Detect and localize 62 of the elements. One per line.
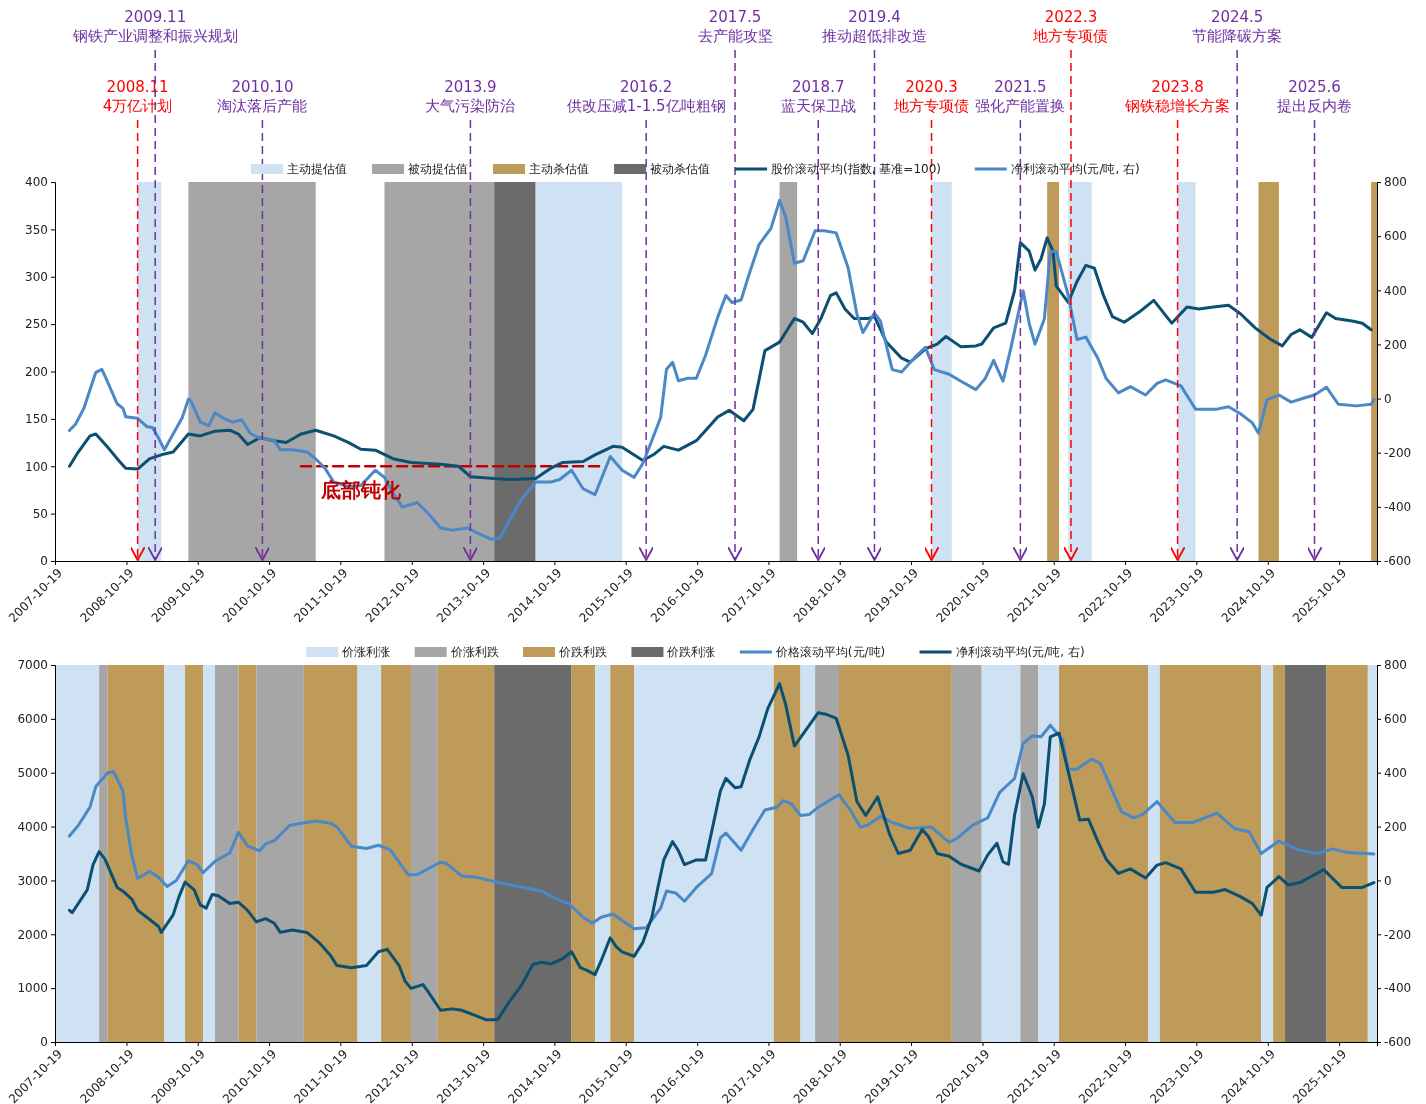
y-tick-label: 7000 — [17, 658, 48, 673]
legend-label: 净利滚动平均(元/吨, 右) — [1010, 161, 1140, 176]
ref-line-label: 2008.11 4万亿计划 — [102, 78, 173, 115]
ref-line-label: 2017.5 去产能攻坚 — [697, 8, 773, 45]
legend-label: 价涨利涨 — [341, 644, 391, 659]
ref-line-label: 2016.2 供改压减1-1.5亿吨粗钢 — [566, 78, 726, 115]
line-series — [67, 723, 1376, 931]
ref-line-label: 2020.3 地方专项债 — [893, 78, 970, 115]
ref-line-label: 2021.5 强化产能置换 — [975, 78, 1066, 115]
y2-tick-label: 600 — [1384, 229, 1407, 244]
y2-tick-label: -400 — [1384, 981, 1412, 996]
y-tick-label: 6000 — [17, 712, 48, 727]
y2-tick-label: 600 — [1384, 712, 1407, 727]
y2-tick-label: 0 — [1384, 391, 1392, 406]
y-tick-label: 2000 — [17, 927, 48, 942]
line-series — [67, 682, 1376, 1022]
y-tick-label: 400 — [25, 175, 48, 190]
legend-label: 价跌利涨 — [666, 644, 716, 659]
y2-tick-label: 800 — [1384, 175, 1407, 190]
ref-line-label: 2018.7 蓝天保卫战 — [780, 78, 856, 115]
legend-label: 主动提估值 — [287, 161, 348, 176]
ref-line-label: 2019.4 推动超低排改造 — [821, 8, 927, 45]
y-tick-label: 3000 — [17, 873, 48, 888]
legend-label: 价跌利跌 — [558, 644, 608, 659]
legend-label: 价涨利跌 — [449, 644, 499, 659]
ref-line-label: 2013.9 大气污染防治 — [425, 78, 516, 115]
y2-tick-label: 400 — [1384, 283, 1407, 298]
y2-tick-label: -600 — [1384, 554, 1412, 569]
ref-line-label: 2010.10 淘汰落后产能 — [217, 78, 308, 115]
ref-line-label: 2023.8 钢铁稳增长方案 — [1124, 78, 1231, 115]
y2-tick-label: -600 — [1384, 1035, 1412, 1050]
y2-tick-label: -400 — [1384, 500, 1412, 515]
y2-tick-label: -200 — [1384, 927, 1412, 942]
y-tick-label: 300 — [25, 270, 48, 285]
y2-tick-label: 400 — [1384, 766, 1407, 781]
y2-tick-label: 200 — [1384, 337, 1407, 352]
legend-label: 净利滚动平均(元/吨, 右) — [955, 644, 1085, 659]
y2-tick-label: -200 — [1384, 446, 1412, 461]
ref-line-label: 2025.6 提出反内卷 — [1277, 78, 1352, 115]
y2-tick-label: 800 — [1384, 658, 1407, 673]
y-tick-label: 1000 — [17, 981, 48, 996]
line-series — [67, 198, 1376, 541]
y-tick-label: 4000 — [17, 819, 48, 834]
y-tick-label: 0 — [40, 1035, 48, 1050]
y-tick-label: 200 — [25, 364, 48, 379]
ref-line-label: 2009.11 钢铁产业调整和振兴规划 — [71, 8, 238, 45]
legend-label: 主动杀估值 — [529, 161, 590, 176]
y-tick-label: 50 — [32, 506, 48, 521]
legend-label: 股价滚动平均(指数, 基准=100) — [771, 161, 942, 176]
ref-line-label: 2024.5 节能降碳方案 — [1192, 8, 1283, 45]
y-tick-label: 100 — [25, 459, 48, 474]
y-tick-label: 250 — [25, 317, 48, 332]
legend-label: 被动提估值 — [408, 161, 469, 176]
y-tick-label: 150 — [25, 412, 48, 427]
y-tick-label: 0 — [40, 554, 48, 569]
y2-tick-label: 0 — [1384, 873, 1392, 888]
legend-label: 价格滚动平均(元/吨) — [774, 644, 886, 659]
y-tick-label: 350 — [25, 222, 48, 237]
y-tick-label: 5000 — [17, 766, 48, 781]
y2-tick-label: 200 — [1384, 819, 1407, 834]
ref-line-label: 2022.3 地方专项债 — [1032, 8, 1109, 45]
legend-label: 被动杀估值 — [650, 161, 711, 176]
